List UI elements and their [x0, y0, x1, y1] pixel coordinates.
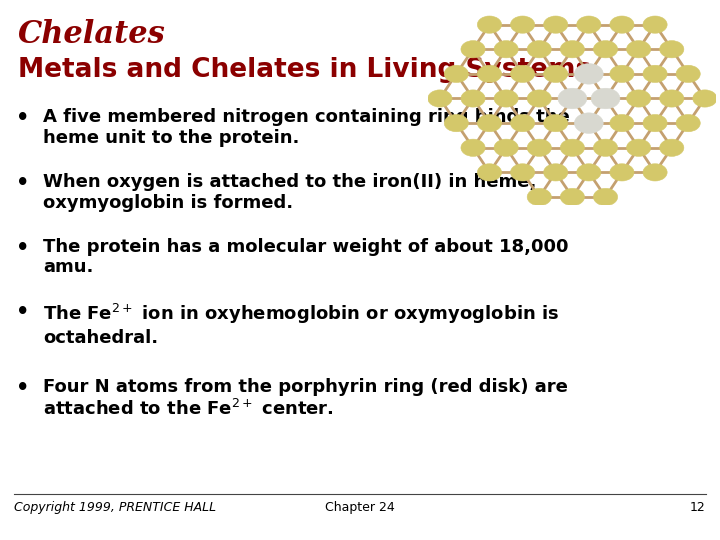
Circle shape	[643, 16, 667, 33]
Text: When oxygen is attached to the iron(II) in heme,
oxymyoglobin is formed.: When oxygen is attached to the iron(II) …	[43, 173, 536, 212]
Circle shape	[643, 65, 667, 83]
Text: The protein has a molecular weight of about 18,000
amu.: The protein has a molecular weight of ab…	[43, 238, 569, 276]
Circle shape	[477, 16, 502, 33]
Circle shape	[660, 90, 684, 107]
Circle shape	[494, 90, 518, 107]
Circle shape	[643, 164, 667, 181]
Text: •: •	[16, 302, 30, 322]
Circle shape	[591, 88, 620, 109]
Text: •: •	[16, 173, 30, 193]
Circle shape	[527, 188, 552, 206]
Circle shape	[494, 139, 518, 157]
Circle shape	[593, 139, 618, 157]
Circle shape	[544, 16, 568, 33]
Text: Four N atoms from the porphyrin ring (red disk) are
attached to the Fe$^{2+}$ ce: Four N atoms from the porphyrin ring (re…	[43, 378, 568, 420]
Text: A five membered nitrogen containing ring binds the
heme unit to the protein.: A five membered nitrogen containing ring…	[43, 108, 570, 147]
Circle shape	[527, 139, 552, 157]
Circle shape	[593, 188, 618, 206]
Circle shape	[477, 65, 502, 83]
Circle shape	[560, 188, 585, 206]
Text: Chelates: Chelates	[18, 19, 166, 50]
Circle shape	[660, 40, 684, 58]
Text: The Fe$^{2+}$ ion in oxyhemoglobin or oxymyoglobin is
octahedral.: The Fe$^{2+}$ ion in oxyhemoglobin or ox…	[43, 302, 559, 347]
Circle shape	[660, 139, 684, 157]
Circle shape	[510, 114, 535, 132]
Circle shape	[444, 65, 469, 83]
Text: Copyright 1999, PRENTICE HALL: Copyright 1999, PRENTICE HALL	[14, 501, 217, 514]
Circle shape	[544, 65, 568, 83]
Circle shape	[610, 16, 634, 33]
Circle shape	[626, 90, 651, 107]
Text: •: •	[16, 238, 30, 258]
Text: 12: 12	[690, 501, 706, 514]
Circle shape	[577, 16, 601, 33]
Circle shape	[527, 90, 552, 107]
Circle shape	[428, 90, 452, 107]
Circle shape	[461, 139, 485, 157]
Circle shape	[575, 113, 603, 133]
Circle shape	[693, 90, 717, 107]
Circle shape	[527, 40, 552, 58]
Circle shape	[444, 114, 469, 132]
Circle shape	[558, 88, 587, 109]
Circle shape	[676, 65, 701, 83]
Circle shape	[610, 164, 634, 181]
Circle shape	[477, 164, 502, 181]
Circle shape	[643, 114, 667, 132]
Circle shape	[676, 114, 701, 132]
Circle shape	[575, 64, 603, 84]
Circle shape	[577, 164, 601, 181]
Circle shape	[560, 40, 585, 58]
Circle shape	[626, 139, 651, 157]
Text: Metals and Chelates in Living Systems: Metals and Chelates in Living Systems	[18, 57, 591, 83]
Circle shape	[544, 114, 568, 132]
Circle shape	[510, 65, 535, 83]
Circle shape	[494, 40, 518, 58]
Circle shape	[610, 65, 634, 83]
Circle shape	[544, 164, 568, 181]
Text: •: •	[16, 108, 30, 128]
Circle shape	[461, 40, 485, 58]
Text: •: •	[16, 378, 30, 398]
Text: Chapter 24: Chapter 24	[325, 501, 395, 514]
Circle shape	[560, 139, 585, 157]
Circle shape	[461, 90, 485, 107]
Circle shape	[610, 114, 634, 132]
Circle shape	[510, 16, 535, 33]
Circle shape	[477, 114, 502, 132]
Circle shape	[626, 40, 651, 58]
Circle shape	[510, 164, 535, 181]
Circle shape	[593, 40, 618, 58]
